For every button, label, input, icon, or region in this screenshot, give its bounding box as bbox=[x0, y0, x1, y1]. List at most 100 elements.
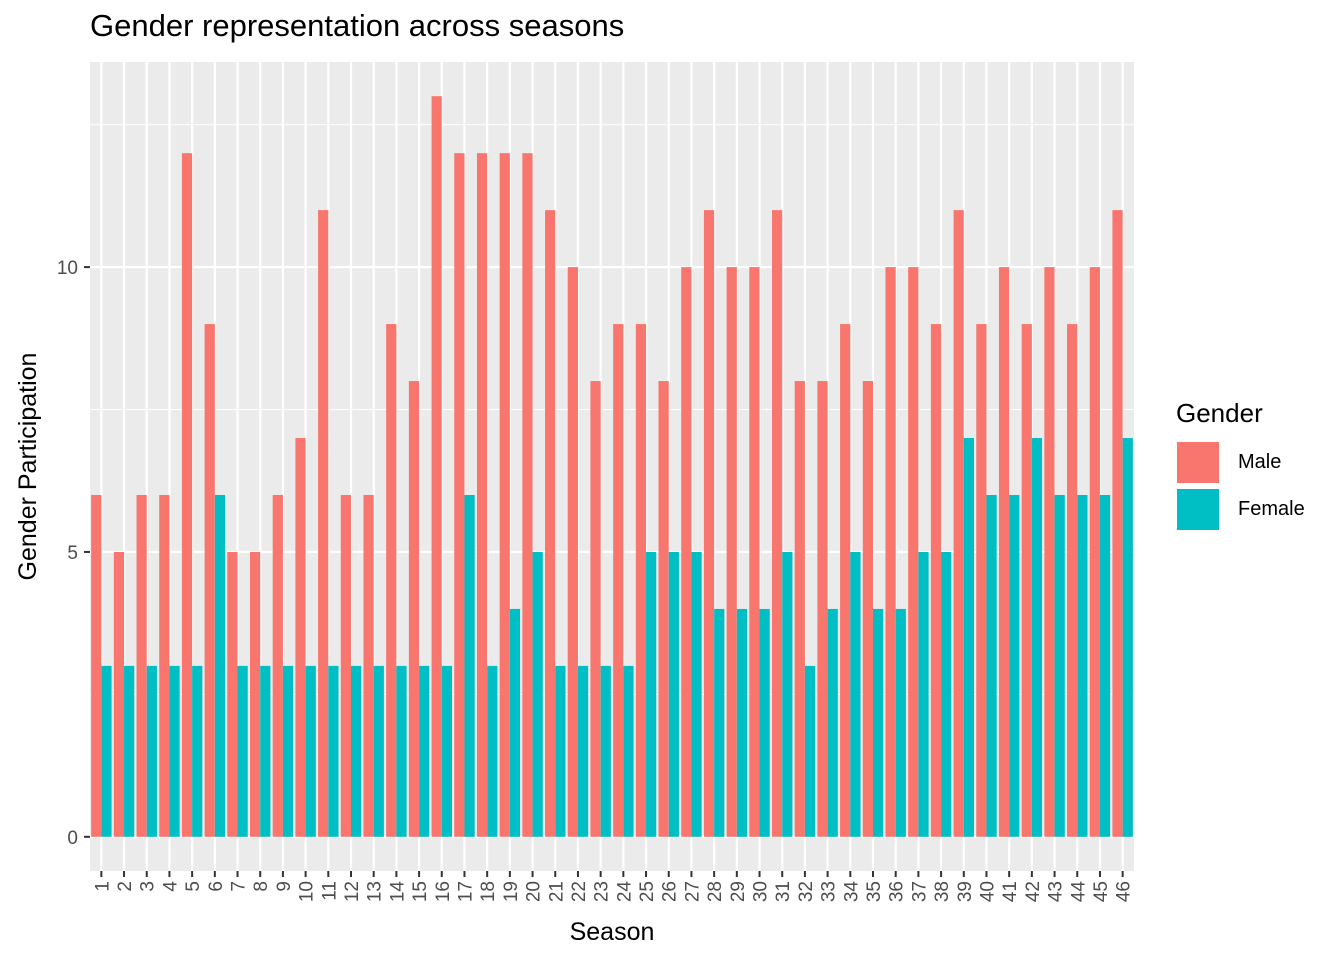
legend-item-male: Male bbox=[1176, 439, 1305, 486]
bar-male-season-2 bbox=[113, 551, 125, 837]
bar-male-season-28 bbox=[703, 210, 715, 837]
bar-male-season-45 bbox=[1089, 267, 1100, 837]
x-tick-label: 12 bbox=[342, 881, 363, 902]
y-tick-label: 0 bbox=[67, 828, 78, 849]
bar-male-season-4 bbox=[159, 494, 170, 837]
x-tick-label: 11 bbox=[319, 881, 340, 901]
bar-female-season-37 bbox=[918, 551, 929, 837]
bar-female-season-45 bbox=[1099, 494, 1111, 837]
bar-male-season-26 bbox=[658, 381, 669, 837]
bar-female-season-36 bbox=[895, 608, 906, 837]
bar-female-season-30 bbox=[759, 608, 770, 837]
bar-female-season-44 bbox=[1077, 494, 1088, 837]
x-tick-label: 26 bbox=[660, 881, 681, 902]
bar-male-season-27 bbox=[681, 267, 692, 837]
bar-male-season-9 bbox=[272, 494, 283, 837]
y-tick-label: 5 bbox=[67, 543, 78, 564]
bar-female-season-2 bbox=[124, 665, 135, 837]
bar-female-season-14 bbox=[396, 665, 407, 837]
x-tick-label: 5 bbox=[183, 881, 204, 892]
bar-male-season-13 bbox=[363, 494, 374, 837]
bar-female-season-40 bbox=[986, 494, 997, 837]
bar-female-season-38 bbox=[941, 551, 952, 837]
bar-male-season-21 bbox=[545, 210, 556, 837]
bar-female-season-3 bbox=[146, 665, 157, 837]
bar-female-season-19 bbox=[509, 608, 521, 837]
bar-male-season-11 bbox=[318, 210, 329, 837]
bar-male-season-16 bbox=[431, 96, 442, 837]
bar-male-season-37 bbox=[908, 267, 919, 837]
bar-male-season-22 bbox=[567, 267, 578, 837]
x-tick-label: 27 bbox=[682, 881, 703, 902]
bar-female-season-10 bbox=[305, 665, 316, 837]
x-tick-label: 8 bbox=[251, 881, 272, 892]
x-tick-label: 3 bbox=[138, 881, 159, 892]
bar-male-season-44 bbox=[1067, 324, 1078, 837]
x-tick-label: 45 bbox=[1091, 881, 1112, 902]
bar-male-season-19 bbox=[499, 153, 510, 837]
bar-female-season-11 bbox=[328, 665, 339, 837]
bar-female-season-35 bbox=[873, 608, 884, 837]
bar-female-season-28 bbox=[714, 608, 725, 837]
bar-male-season-40 bbox=[976, 324, 987, 837]
x-tick-label: 36 bbox=[887, 881, 908, 902]
x-tick-label: 15 bbox=[410, 881, 431, 902]
bar-male-season-7 bbox=[227, 551, 238, 837]
bar-female-season-23 bbox=[600, 665, 611, 837]
x-tick-label: 33 bbox=[819, 881, 840, 902]
x-tick-label: 4 bbox=[160, 881, 181, 892]
bar-male-season-46 bbox=[1112, 210, 1123, 837]
x-tick-label: 20 bbox=[524, 881, 545, 902]
bar-female-season-6 bbox=[214, 494, 226, 837]
legend-label-female: Female bbox=[1238, 498, 1305, 520]
x-tick-label: 2 bbox=[115, 881, 136, 892]
bar-female-season-31 bbox=[782, 551, 793, 837]
bar-male-season-33 bbox=[817, 381, 828, 837]
bar-female-season-21 bbox=[555, 665, 566, 837]
bar-female-season-18 bbox=[487, 665, 498, 837]
x-tick-label: 19 bbox=[501, 881, 522, 902]
x-tick-label: 38 bbox=[932, 881, 953, 902]
x-tick-label: 14 bbox=[387, 881, 408, 903]
bar-female-season-34 bbox=[850, 551, 861, 837]
bar-male-season-30 bbox=[749, 267, 760, 837]
x-tick-label: 13 bbox=[365, 881, 386, 902]
x-tick-label: 24 bbox=[614, 881, 635, 903]
bar-male-season-1 bbox=[91, 494, 102, 837]
x-tick-label: 30 bbox=[751, 881, 772, 902]
x-tick-label: 28 bbox=[705, 881, 726, 902]
bar-male-season-18 bbox=[476, 153, 488, 837]
x-tick-label: 37 bbox=[909, 881, 930, 902]
x-tick-label: 29 bbox=[728, 881, 749, 902]
bar-female-season-8 bbox=[260, 665, 271, 837]
bar-female-season-7 bbox=[237, 665, 248, 837]
bar-female-season-12 bbox=[351, 665, 362, 837]
x-tick-label: 18 bbox=[478, 881, 499, 902]
bar-male-season-24 bbox=[613, 324, 624, 837]
bar-male-season-14 bbox=[386, 324, 397, 837]
bar-male-season-12 bbox=[340, 494, 351, 837]
x-tick-label: 40 bbox=[977, 881, 998, 902]
bar-female-season-17 bbox=[464, 494, 475, 837]
bar-male-season-3 bbox=[136, 494, 147, 837]
bar-female-season-16 bbox=[441, 665, 452, 837]
bar-male-season-43 bbox=[1044, 267, 1055, 837]
x-tick-label: 39 bbox=[955, 881, 976, 902]
bar-female-season-43 bbox=[1054, 494, 1065, 837]
bar-male-season-17 bbox=[454, 153, 465, 837]
y-axis-title: Gender Participation bbox=[14, 353, 42, 581]
bar-female-season-27 bbox=[691, 551, 702, 837]
x-tick-label: 1 bbox=[92, 881, 113, 892]
bar-male-season-41 bbox=[998, 267, 1010, 837]
x-tick-label: 41 bbox=[1000, 881, 1021, 902]
x-tick-label: 21 bbox=[546, 881, 567, 902]
bar-female-season-25 bbox=[646, 551, 657, 837]
x-tick-label: 10 bbox=[297, 881, 318, 902]
bar-female-season-42 bbox=[1031, 438, 1043, 837]
bar-female-season-20 bbox=[532, 551, 543, 837]
bar-female-season-26 bbox=[668, 551, 679, 837]
bar-female-season-33 bbox=[827, 608, 838, 837]
x-tick-label: 17 bbox=[455, 881, 476, 902]
bar-female-season-22 bbox=[577, 665, 589, 837]
bar-male-season-23 bbox=[590, 381, 601, 837]
